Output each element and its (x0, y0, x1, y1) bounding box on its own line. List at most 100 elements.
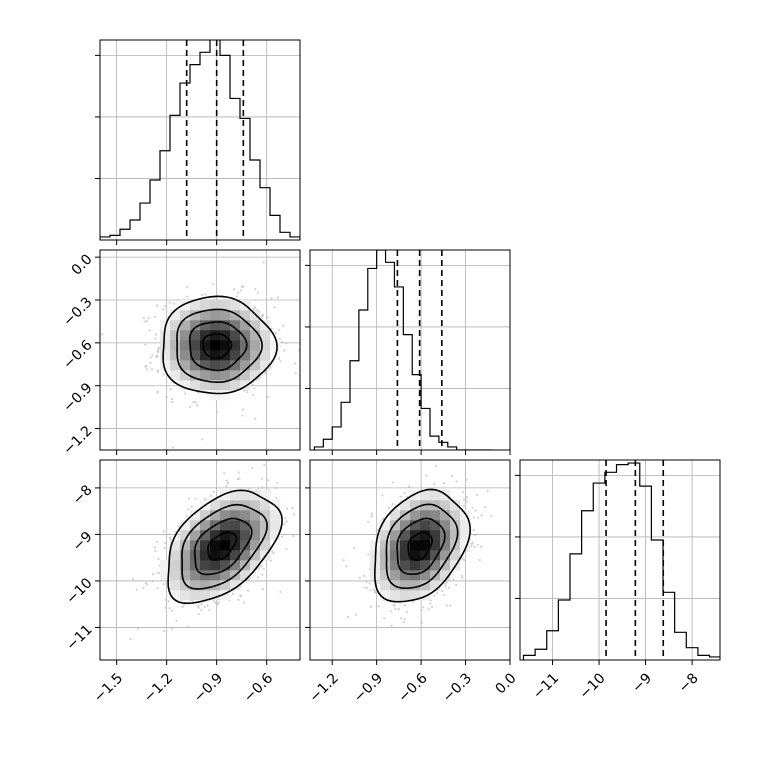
scatter-point (142, 317, 145, 320)
density-cell (380, 590, 391, 601)
scatter-point (450, 474, 453, 477)
scatter-point (256, 576, 259, 579)
density-cell (390, 510, 401, 521)
scatter-point (425, 474, 428, 477)
density-cell (410, 510, 421, 521)
scatter-xz-frame (99, 459, 301, 661)
scatter-point (223, 472, 226, 475)
density-cell (220, 510, 231, 521)
density-cell (180, 320, 191, 331)
density-cell (230, 520, 241, 531)
density-cell (250, 340, 261, 351)
density-cell (210, 390, 221, 401)
scatter-point (251, 393, 255, 397)
scatter-point (216, 603, 219, 606)
scatter-xy-frame (99, 249, 301, 451)
density-cell (240, 530, 251, 541)
density-cell (230, 580, 241, 591)
scatter-xy-ticks (95, 256, 268, 455)
scatter-point (156, 587, 159, 590)
density-cell (190, 320, 201, 331)
density-cell (190, 530, 201, 541)
x-tick-label: −0.6 (395, 670, 430, 705)
density-cell (390, 520, 401, 531)
scatter-point (389, 610, 392, 613)
scatter-point (175, 619, 178, 623)
density-cell (250, 530, 261, 541)
scatter-point (480, 514, 483, 517)
histogram-step (313, 250, 493, 450)
scatter-yz-frame (309, 459, 511, 661)
hist-z-plot-area (522, 460, 720, 660)
scatter-point (185, 514, 188, 518)
scatter-point (162, 373, 165, 376)
scatter-point (408, 485, 411, 488)
scatter-point (366, 586, 369, 589)
scatter-point (181, 606, 184, 609)
density-cell (240, 490, 251, 501)
scatter-point (391, 503, 394, 506)
scatter-point (162, 530, 165, 533)
scatter-point (266, 316, 269, 319)
density-cell (250, 490, 261, 501)
scatter-point (144, 365, 147, 368)
density-cell (200, 300, 211, 311)
scatter-point (301, 348, 303, 350)
scatter-point (377, 528, 380, 531)
density-cell (200, 350, 211, 361)
density-cell (460, 540, 471, 551)
scatter-point (247, 589, 250, 592)
scatter-point (196, 404, 199, 407)
y-tick-label: −0.9 (60, 380, 95, 415)
scatter-point (420, 609, 423, 612)
scatter-point (276, 481, 279, 485)
density-cell (260, 500, 271, 511)
scatter-point (367, 553, 370, 556)
density-cell (170, 330, 181, 341)
scatter-point (200, 603, 203, 606)
scatter-point (369, 605, 372, 608)
scatter-point (260, 315, 264, 318)
scatter-point (363, 586, 366, 589)
density-cell (390, 590, 401, 601)
scatter-point (154, 355, 157, 358)
density-cell (210, 350, 221, 361)
density-cell (240, 520, 251, 531)
density-cell (430, 540, 441, 551)
density-cell (210, 510, 221, 521)
density-cell (190, 570, 201, 581)
scatter-point (271, 550, 274, 553)
density-cell (230, 310, 241, 321)
x-tick-label: −8 (676, 670, 702, 696)
scatter-point (236, 291, 239, 294)
scatter-point (251, 467, 254, 470)
scatter-point (170, 609, 174, 612)
scatter-point (273, 306, 276, 309)
x-tick-label: −10 (576, 670, 608, 702)
density-cell (240, 330, 251, 341)
scatter-point (283, 349, 286, 352)
density-cell (420, 580, 431, 591)
scatter-point (187, 625, 190, 628)
scatter-point (217, 601, 220, 604)
hist-z-ticks (515, 474, 693, 665)
density-cell (250, 540, 261, 551)
hist-y-plot-area (313, 250, 493, 450)
density-cell (240, 500, 251, 511)
scatter-point (391, 481, 394, 484)
scatter-point (235, 295, 238, 298)
density-cell (240, 310, 251, 321)
density-cell (400, 550, 411, 561)
scatter-point (170, 398, 174, 401)
scatter-point (146, 368, 149, 371)
scatter-point (448, 586, 451, 590)
density-cell (170, 580, 181, 591)
scatter-point (450, 456, 452, 458)
density-cell (160, 340, 171, 351)
density-cell (180, 560, 191, 571)
scatter-point (145, 320, 148, 323)
scatter-point (397, 608, 400, 611)
density-cell (270, 510, 281, 521)
density-cell (250, 360, 261, 371)
scatter-point (237, 471, 240, 474)
